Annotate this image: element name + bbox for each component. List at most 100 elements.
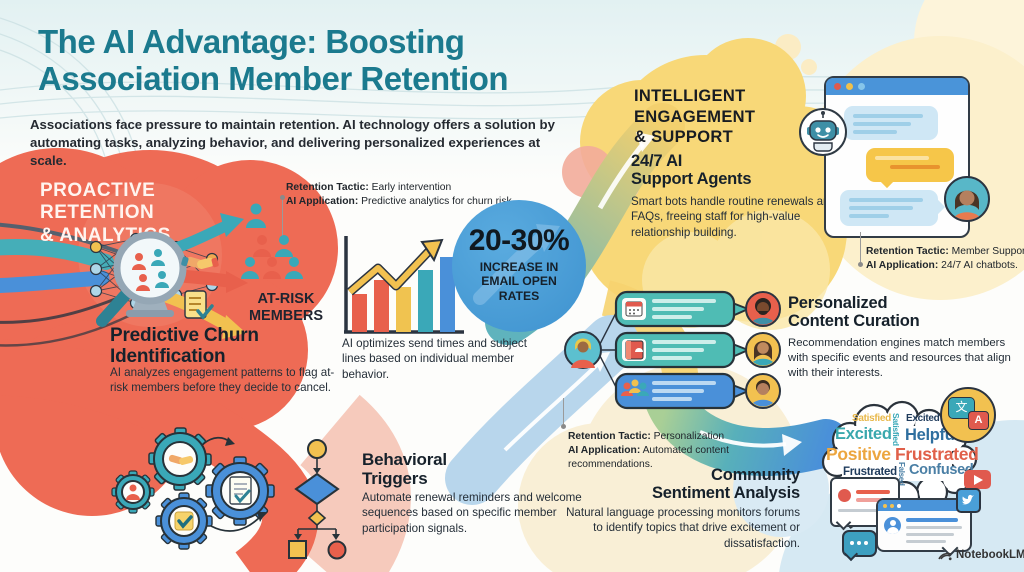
behavioral-title: Behavioral Triggers [362,450,512,488]
personalized-title-line2: Content Curation [788,312,920,331]
word-satisfied: Satisfied [852,413,891,424]
forum-post-card [830,477,900,531]
chat-bubble-bot-1 [844,106,938,140]
sentiment-title: Community Sentiment Analysis [628,466,800,503]
stat-caption: INCREASE IN EMAIL OPEN RATES [479,260,559,303]
sentiment-word-cloud: Satisfied Satisfied Excited Excited Help… [812,396,984,514]
member-avatar-personalization [564,331,602,369]
support-title: 24/7 AI Support Agents [631,152,801,189]
word-excited: Excited [835,425,892,443]
behavioral-body: Automate renewal reminders and welcome s… [362,491,582,535]
callout1-connector-dot [280,195,285,200]
translate-latin-bubble: A [968,411,989,430]
churn-analysis-illustration [89,203,303,339]
support-title-line2: Support Agents [631,170,752,189]
window-dot-red [834,83,841,90]
support-title-line1: 24/7 AI [631,152,683,170]
callout-member-support: Retention Tactic: Member Support AI Appl… [866,246,1024,271]
bar-chart-icon [344,236,464,334]
book-icon [625,340,644,360]
flowchart-icon [288,439,347,560]
stat-circle: 20-30% INCREASE IN EMAIL OPEN RATES [452,200,586,332]
magnifier-icon [96,231,187,327]
notebooklm-watermark: NotebookLM [938,548,1024,561]
members-in-lens [132,249,169,291]
callout3-connector-dot [561,424,566,429]
word-frustrated-small: Frustrated [843,466,897,478]
sentiment-title-line2: Sentiment Analysis [651,484,800,503]
page-title-line2: Association Member Retention [38,59,509,97]
youtube-icon [964,470,991,489]
word-frustrated: Frustrated [895,444,979,464]
page-subtitle: Associations face pressure to maintain r… [30,117,555,169]
callout-early-intervention: Retention Tactic: Early intervention AI … [286,181,536,209]
churn-title-line2: Identification [110,346,226,368]
translation-badge: 文 A [940,387,996,443]
gear-check-icon [155,492,213,550]
proactive-line2: RETENTION [40,202,155,224]
callout2-connector-dot [858,262,863,267]
callout1-connector [282,199,283,241]
personalization-illustration [564,290,781,410]
member-avatar-chat [944,176,990,222]
group-icon [621,379,649,396]
window-dot-blue [858,83,865,90]
sentiment-body: Natural language processing monitors for… [566,506,800,550]
automation-gears-illustration [111,427,347,560]
profile-avatar-icon [884,517,901,534]
personalized-body: Recommendation engines match members wit… [788,337,1011,380]
word-confused: Confused [909,462,974,478]
email-optimization-body: AI optimizes send times and subject line… [342,337,527,381]
woman-avatar-icon [952,190,982,220]
chat-bubble-user-1 [866,148,954,189]
chat-bubble-bot-2 [840,190,946,226]
document-check-icon [184,290,214,320]
notebooklm-logo [938,552,952,561]
at-risk-label: AT-RISK MEMBERS [238,291,334,324]
matched-member-avatars [745,291,781,409]
word-positive: Positive [826,444,891,464]
personalized-title: Personalized Content Curation [788,294,998,331]
word-excited-small: Excited [906,413,940,424]
proactive-line1: PROACTIVE [40,180,156,201]
churn-title-line1: Predictive Churn [110,325,259,346]
callout2-connector [860,232,861,262]
word-satisfied-vertical: Satisfied [891,413,901,446]
recommendation-card-community [614,372,751,410]
churn-title: Predictive Churn Identification [110,325,330,368]
window-dot-yellow [846,83,853,90]
behavioral-title-line1: Behavioral [362,450,447,469]
section-label-intelligent: INTELLIGENT ENGAGEMENT & SUPPORT [634,86,834,148]
gear-person-icon [111,470,155,514]
personalized-title-line1: Personalized [788,294,888,312]
retention-tactic-label: Retention Tactic: [286,182,369,193]
page-title-line1: The AI Advantage: Boosting [38,23,465,60]
callout3-connector [563,398,564,424]
gear-handshake-icon [148,427,212,491]
member-icons [241,203,303,279]
churn-body: AI analyzes engagement patterns to flag … [110,366,335,395]
intelligent-line2: ENGAGEMENT [634,107,756,126]
ai-application-label: AI Application: [286,195,359,207]
sentiment-title-line1: Community [711,466,800,484]
growth-arrow-icon [473,224,560,305]
intelligent-line1: INTELLIGENT [634,87,746,105]
calendar-icon [625,301,643,317]
at-risk-line2: MEMBERS [248,307,324,324]
robot-icon [807,111,839,152]
robot-avatar [799,108,847,156]
handshake-icon [181,256,219,269]
chatbot-window [824,76,970,238]
chat-dots-bubble-icon [842,530,877,562]
at-risk-line1: AT-RISK [257,291,315,307]
notebooklm-label: NotebookLM [956,548,1024,561]
callout-personalization: Retention Tactic: Personalization AI App… [568,431,730,470]
ai-application-value: Predictive analytics for churn risk. [361,195,515,207]
twitter-icon [956,488,981,513]
recommendation-card-resources [614,331,751,369]
page-title: The AI Advantage: Boosting Association M… [38,23,598,98]
support-body: Smart bots handle routine renewals and F… [631,195,836,239]
stat-value: 20-30% [468,224,570,257]
retention-tactic-value: Early intervention [371,182,452,193]
